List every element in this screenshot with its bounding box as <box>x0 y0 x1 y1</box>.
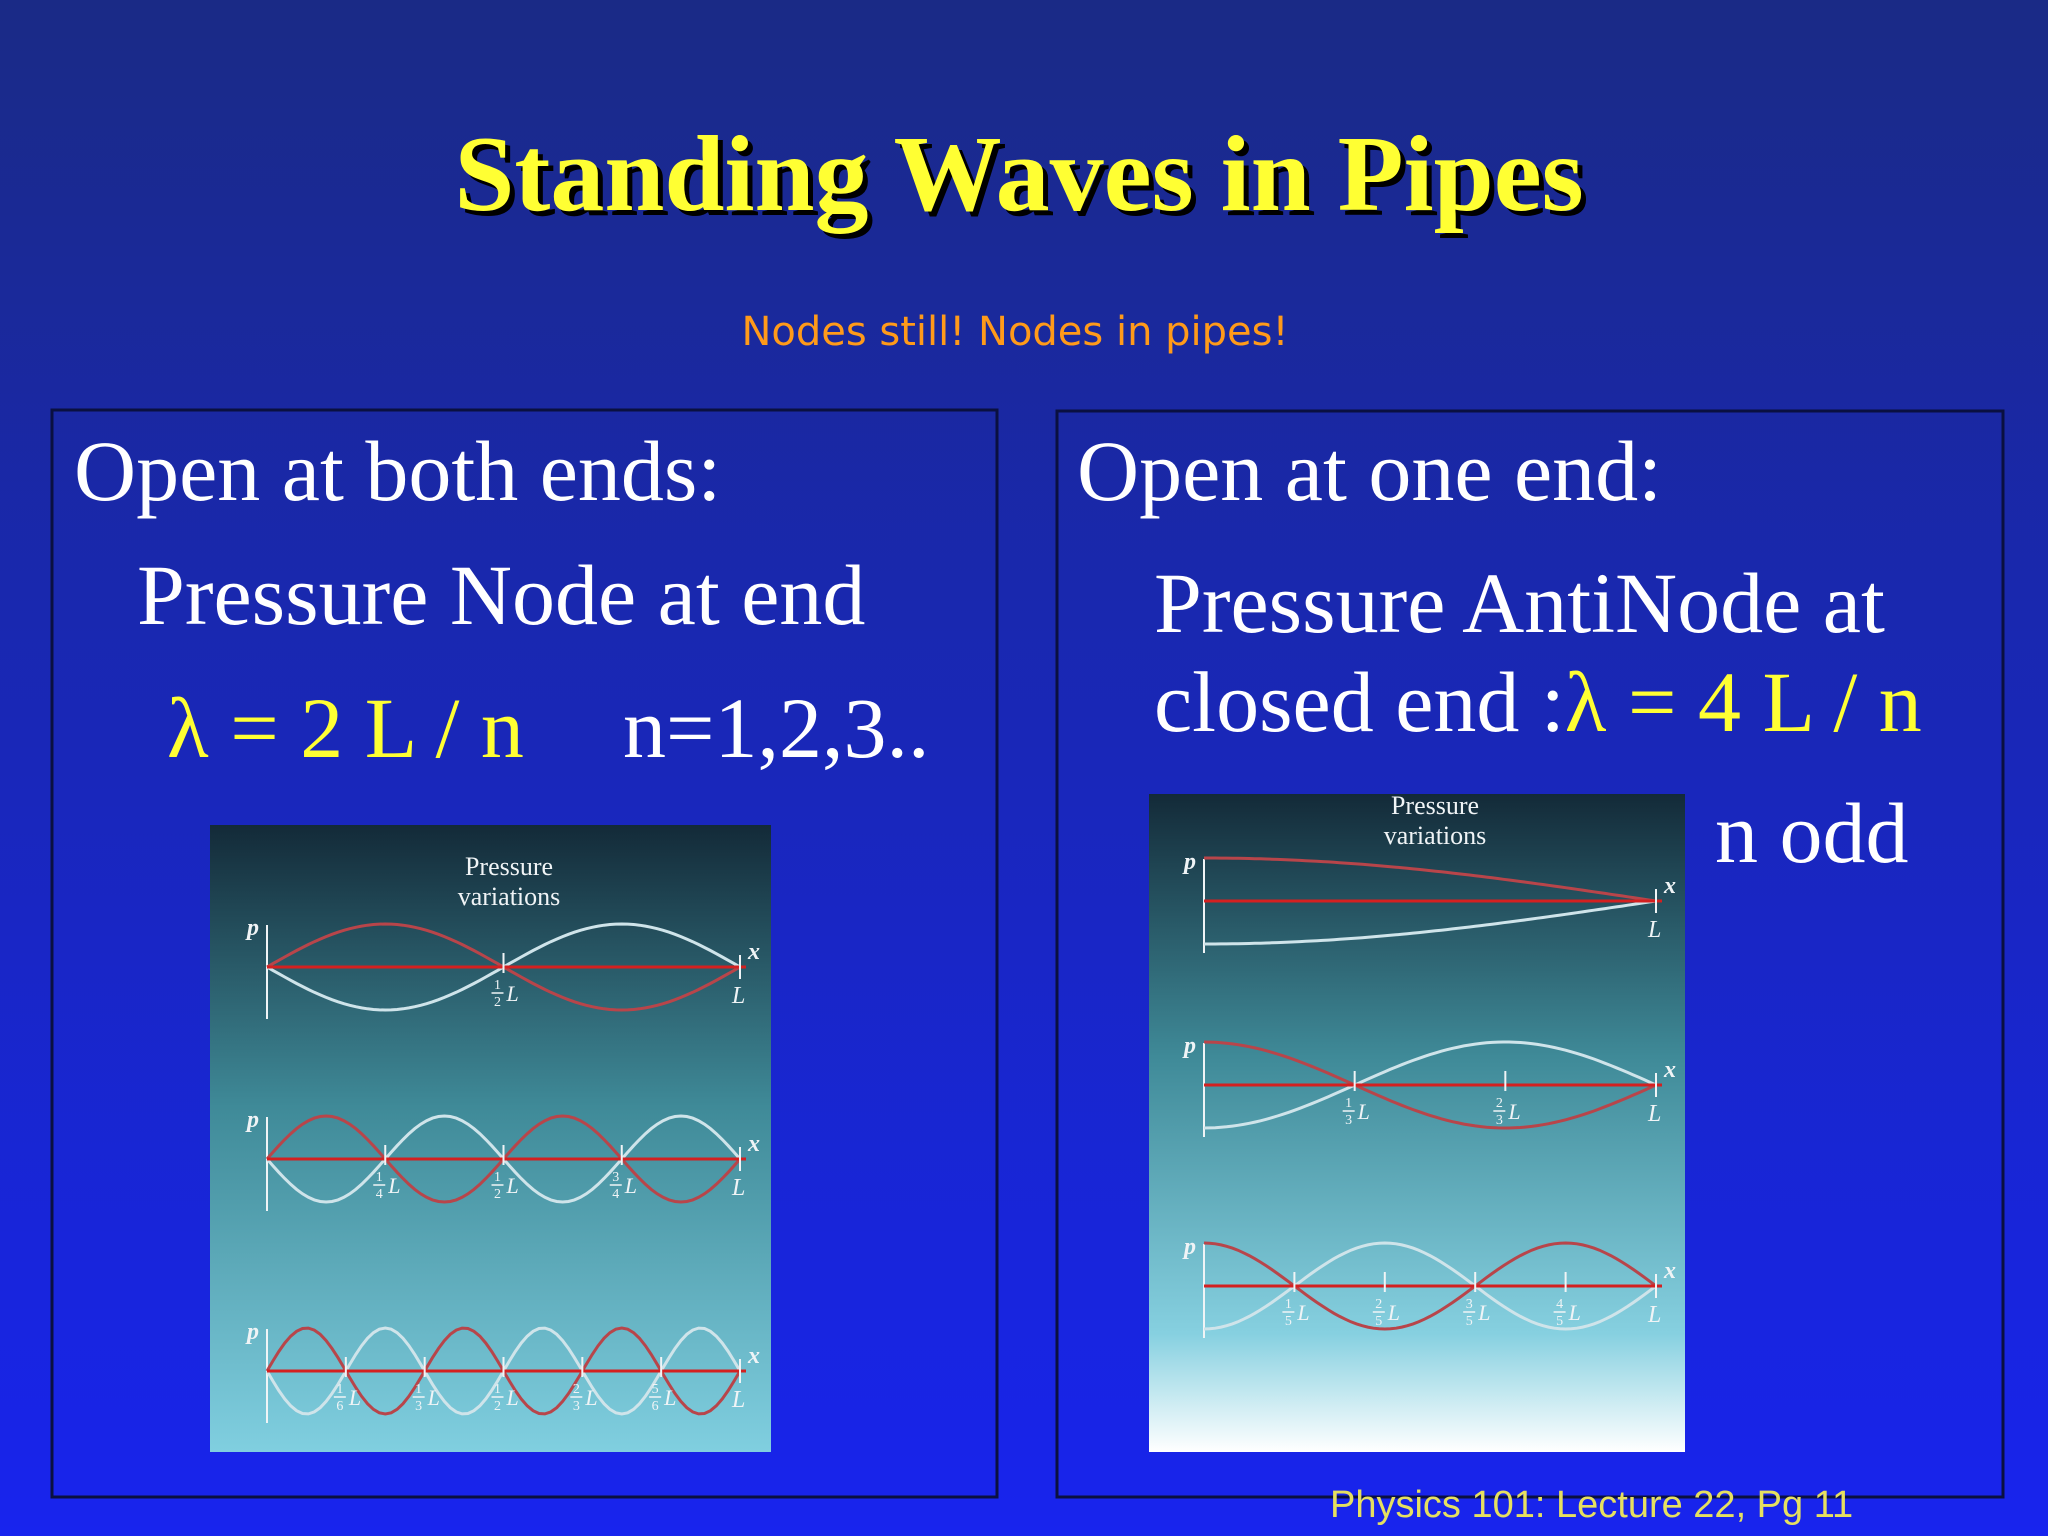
figure-background <box>1149 794 1685 1452</box>
fraction-denominator: 2 <box>494 1399 501 1414</box>
tick-unit: L <box>1568 1300 1581 1325</box>
end-label: L <box>731 1175 745 1201</box>
fraction-numerator: 3 <box>1466 1297 1473 1312</box>
formula: λ = 4 L / n <box>1565 654 1922 750</box>
figure-caption: Pressure <box>465 852 553 881</box>
tick-unit: L <box>348 1385 361 1410</box>
x-label: x <box>1663 1258 1676 1284</box>
fraction-denominator: 5 <box>1375 1314 1382 1329</box>
panel-text: Pressure AntiNode at <box>1154 555 1885 651</box>
condition: n=1,2,3.. <box>623 680 930 776</box>
fraction-numerator: 2 <box>1496 1096 1503 1111</box>
tick-unit: L <box>387 1173 400 1198</box>
tick-unit: L <box>506 1385 519 1410</box>
x-label: x <box>1663 873 1676 899</box>
fraction-denominator: 4 <box>612 1187 619 1202</box>
panel-heading: Open at both ends: <box>74 423 721 519</box>
tick-unit: L <box>506 1173 519 1198</box>
panel-frame <box>1055 409 2005 1499</box>
end-label: L <box>1647 917 1661 943</box>
p-label: p <box>245 1319 259 1345</box>
fraction-numerator: 1 <box>1285 1297 1292 1312</box>
pressure-curve <box>1203 1241 1657 1331</box>
fraction-numerator: 3 <box>612 1170 619 1185</box>
x-label: x <box>747 1131 760 1157</box>
pressure-curve <box>1204 899 1657 946</box>
fraction-numerator: 1 <box>336 1382 343 1397</box>
p-label: p <box>1182 1234 1196 1260</box>
tick-unit: L <box>584 1385 597 1410</box>
x-label: x <box>747 939 760 965</box>
condition: n odd <box>1715 785 1909 881</box>
fraction-numerator: 5 <box>652 1382 659 1397</box>
footer: Physics 101: Lecture 22, Pg 11 <box>1330 1484 1853 1526</box>
end-label: L <box>1647 1302 1661 1328</box>
p-label: p <box>1182 849 1196 875</box>
p-label: p <box>1182 1033 1196 1059</box>
fraction-denominator: 5 <box>1556 1314 1563 1329</box>
p-label: p <box>245 915 259 941</box>
pressure-curve <box>1203 1241 1657 1331</box>
tick-unit: L <box>1387 1300 1400 1325</box>
x-label: x <box>747 1343 760 1369</box>
pressure-curve <box>1204 856 1657 903</box>
fraction-numerator: 1 <box>494 1382 501 1397</box>
end-label: L <box>731 983 745 1009</box>
end-label: L <box>731 1387 745 1413</box>
tick-unit: L <box>506 981 519 1006</box>
slide-title: Standing Waves in Pipes <box>454 115 1583 234</box>
fraction-denominator: 6 <box>336 1399 343 1414</box>
fraction-numerator: 2 <box>1375 1297 1382 1312</box>
figure-caption: Pressure <box>1391 791 1479 820</box>
tick-unit: L <box>663 1385 676 1410</box>
p-label: p <box>245 1107 259 1133</box>
panel-text: closed end : <box>1154 654 1565 750</box>
fraction-denominator: 5 <box>1466 1314 1473 1329</box>
fraction-numerator: 1 <box>494 1170 501 1185</box>
x-label: x <box>1663 1057 1676 1083</box>
subtitle: Nodes still! Nodes in pipes! <box>741 309 1288 355</box>
fraction-denominator: 3 <box>573 1399 580 1414</box>
fraction-numerator: 1 <box>1345 1096 1352 1111</box>
fraction-denominator: 4 <box>376 1187 383 1202</box>
panel-heading: Open at one end: <box>1077 423 1662 519</box>
fraction-denominator: 3 <box>1345 1113 1352 1128</box>
fraction-denominator: 2 <box>494 995 501 1010</box>
formula: λ = 2 L / n <box>167 680 524 776</box>
panel-frame <box>50 408 999 1499</box>
tick-unit: L <box>1357 1099 1370 1124</box>
fraction-numerator: 1 <box>494 978 501 993</box>
panel-text-line: closed end :λ = 4 L / n <box>1154 654 1922 750</box>
pressure-curve <box>1203 1040 1657 1130</box>
fraction-numerator: 2 <box>573 1382 580 1397</box>
fraction-denominator: 2 <box>494 1187 501 1202</box>
fraction-numerator: 1 <box>376 1170 383 1185</box>
fraction-denominator: 6 <box>652 1399 659 1414</box>
tick-unit: L <box>1296 1300 1309 1325</box>
pressure-curve <box>1203 1040 1657 1130</box>
fraction-denominator: 5 <box>1285 1314 1292 1329</box>
fraction-numerator: 4 <box>1556 1297 1563 1312</box>
panel-text: Pressure Node at end <box>137 547 865 643</box>
tick-unit: L <box>1507 1099 1520 1124</box>
fraction-denominator: 3 <box>415 1399 422 1414</box>
fraction-denominator: 3 <box>1496 1113 1503 1128</box>
tick-unit: L <box>1477 1300 1490 1325</box>
end-label: L <box>1647 1101 1661 1127</box>
fraction-numerator: 1 <box>415 1382 422 1397</box>
figure-caption: variations <box>458 882 561 911</box>
figure-caption: variations <box>1384 821 1487 850</box>
tick-unit: L <box>427 1385 440 1410</box>
figure-background <box>210 825 771 1452</box>
tick-unit: L <box>624 1173 637 1198</box>
